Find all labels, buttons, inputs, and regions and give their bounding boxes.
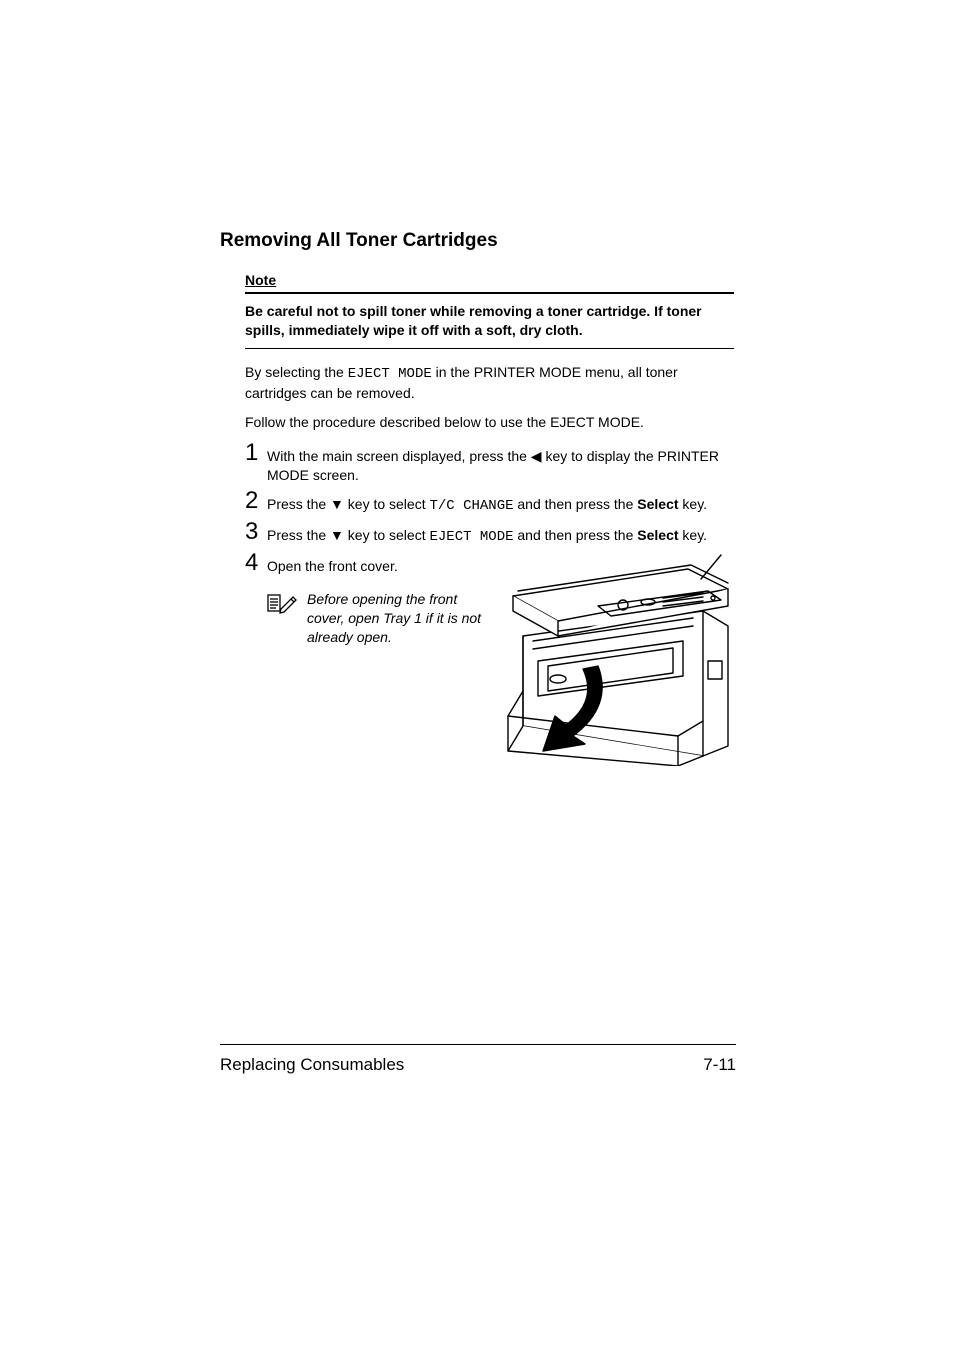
- tip-text: Before opening the front cover, open Tra…: [307, 590, 495, 647]
- footer-rule: [220, 1044, 736, 1045]
- note-icon: [267, 592, 297, 619]
- page: Removing All Toner Cartridges Note Be ca…: [0, 0, 954, 1350]
- step-text: Press the ▼ key to select EJECT MODE and…: [267, 520, 707, 547]
- step-number: 3: [245, 520, 267, 544]
- steps-list: 1 With the main screen displayed, press …: [245, 441, 734, 547]
- intro1-code: EJECT MODE: [348, 366, 432, 382]
- intro-paragraph-1: By selecting the EJECT MODE in the PRINT…: [245, 363, 734, 403]
- footer-left: Replacing Consumables: [220, 1055, 404, 1075]
- page-footer: Replacing Consumables 7-11: [220, 1044, 736, 1075]
- intro1-a: By selecting the: [245, 364, 348, 380]
- step-4: 4 Open the front cover.: [245, 551, 495, 576]
- note-block: Note Be careful not to spill toner while…: [245, 272, 734, 349]
- footer-right: 7-11: [703, 1055, 736, 1075]
- printer-figure: [503, 551, 743, 771]
- section-heading: Removing All Toner Cartridges: [220, 230, 734, 252]
- note-rule-bottom: [245, 348, 734, 349]
- step-number: 1: [245, 441, 267, 465]
- step-4-left: 4 Open the front cover.: [245, 551, 495, 647]
- step-3: 3 Press the ▼ key to select EJECT MODE a…: [245, 520, 734, 547]
- step-text: With the main screen displayed, press th…: [267, 441, 734, 485]
- step-2: 2 Press the ▼ key to select T/C CHANGE a…: [245, 489, 734, 516]
- intro-paragraph-2: Follow the procedure described below to …: [245, 413, 734, 432]
- step-text: Open the front cover.: [267, 551, 398, 576]
- note-rule-top: [245, 292, 734, 294]
- note-label: Note: [245, 272, 276, 288]
- step-number: 4: [245, 551, 267, 575]
- note-text: Be careful not to spill toner while remo…: [245, 302, 734, 340]
- step-1: 1 With the main screen displayed, press …: [245, 441, 734, 485]
- step-4-wrap: 4 Open the front cover.: [245, 551, 734, 771]
- step-number: 2: [245, 489, 267, 513]
- tip-row: Before opening the front cover, open Tra…: [267, 590, 495, 647]
- step-text: Press the ▼ key to select T/C CHANGE and…: [267, 489, 707, 516]
